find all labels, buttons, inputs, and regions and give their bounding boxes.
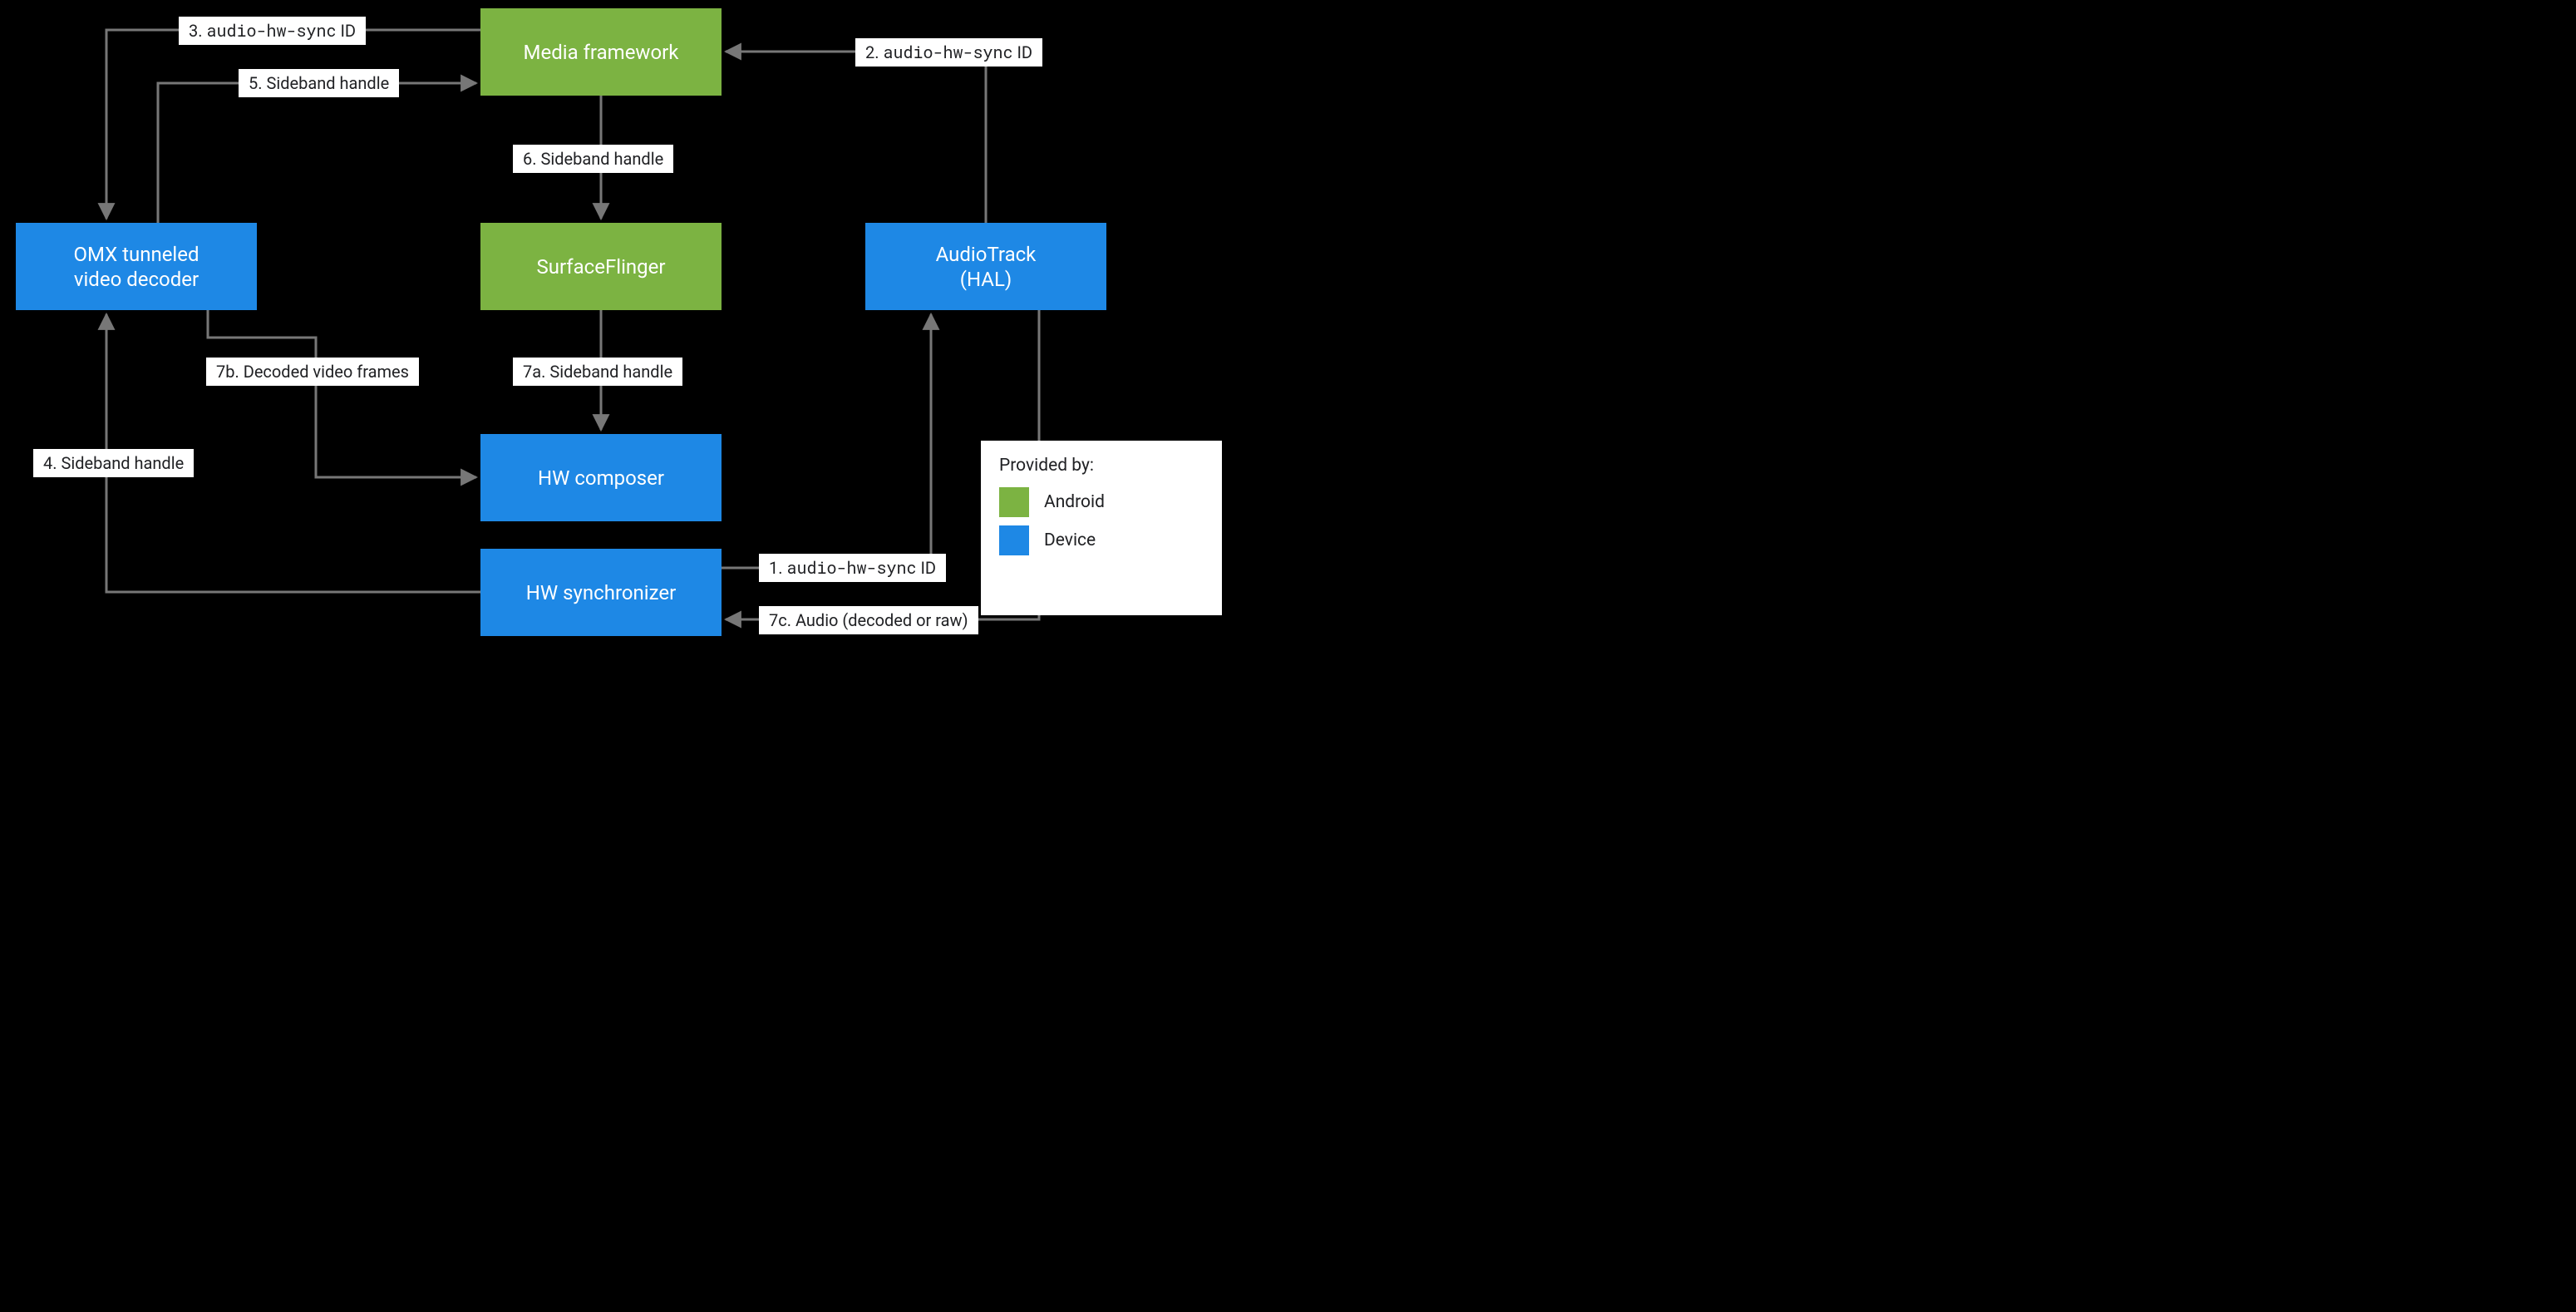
node-hw-synchronizer: HW synchronizer [480,549,722,636]
diagram-canvas: Media framework SurfaceFlinger HW compos… [0,0,1288,656]
legend-swatch-device [999,525,1029,555]
edge-label-7c: 7c. Audio (decoded or raw) [759,606,978,634]
legend-label-android: Android [1044,492,1105,512]
edge-label-7b: 7b. Decoded video frames [206,358,419,386]
edge-label-5: 5. Sideband handle [239,69,399,97]
edge-label-6: 6. Sideband handle [513,145,673,173]
legend: Provided by: Android Device [981,441,1222,615]
edge-label-1: 1. audio-hw-sync ID [759,554,946,582]
legend-swatch-android [999,487,1029,517]
edge-label-2: 2. audio-hw-sync ID [855,38,1042,67]
edge-label-4: 4. Sideband handle [33,449,194,477]
legend-item-device: Device [999,525,1204,555]
edge-label-7a: 7a. Sideband handle [513,358,682,386]
legend-title: Provided by: [999,456,1204,476]
node-media-framework: Media framework [480,8,722,96]
edge-label-3: 3. audio-hw-sync ID [179,17,366,45]
node-audio-track: AudioTrack(HAL) [865,223,1106,310]
legend-label-device: Device [1044,530,1096,550]
node-hw-composer: HW composer [480,434,722,521]
node-surface-flinger: SurfaceFlinger [480,223,722,310]
node-omx-decoder: OMX tunneledvideo decoder [16,223,257,310]
legend-item-android: Android [999,487,1204,517]
